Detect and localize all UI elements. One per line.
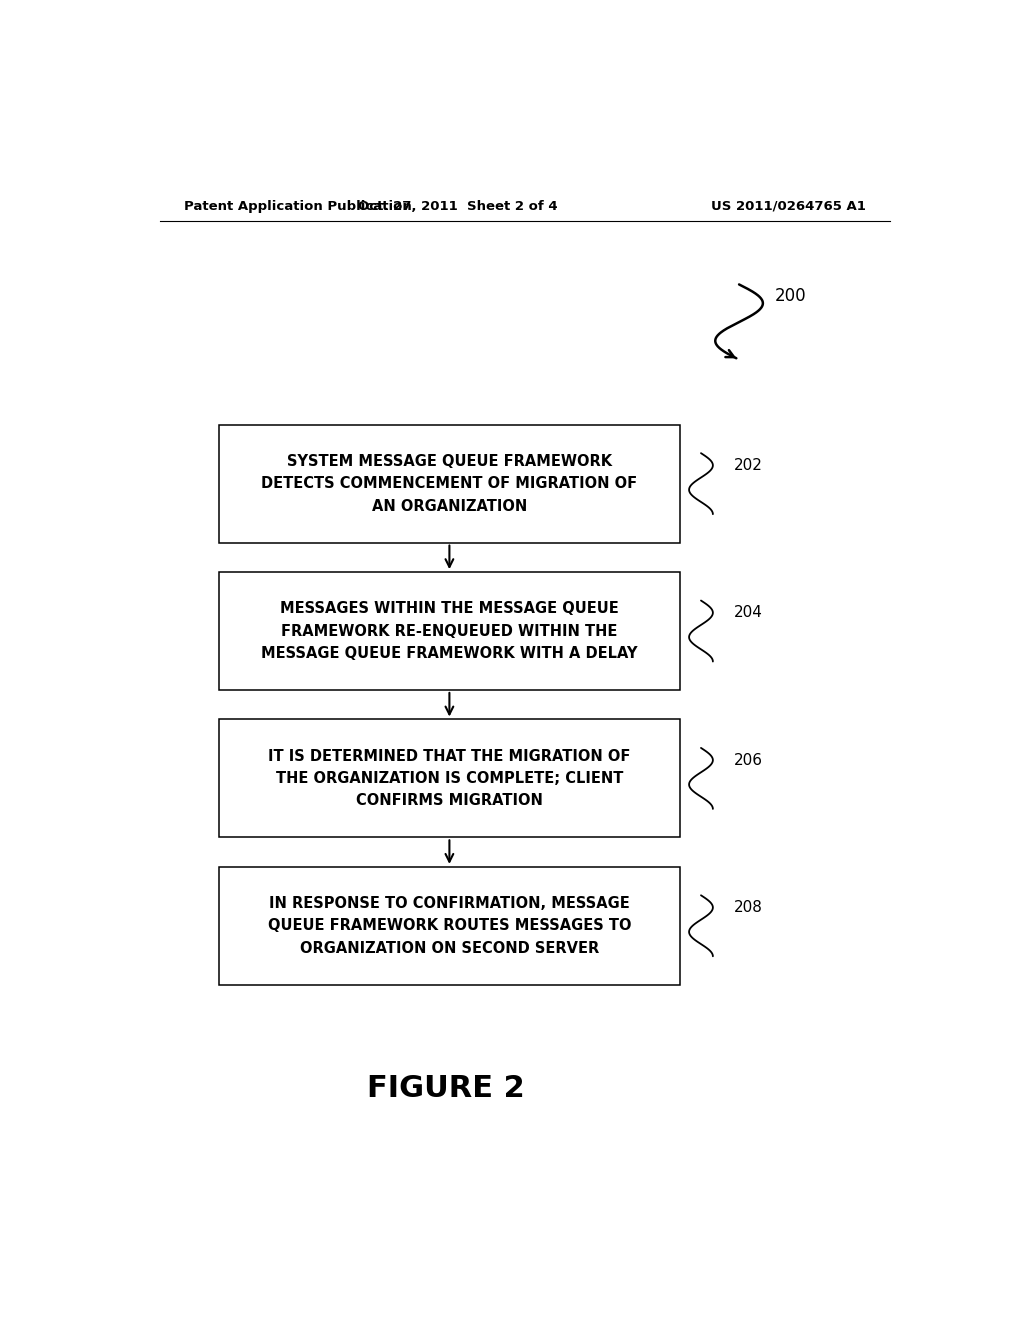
- Text: MESSAGES WITHIN THE MESSAGE QUEUE: MESSAGES WITHIN THE MESSAGE QUEUE: [280, 601, 618, 616]
- Text: 208: 208: [733, 900, 763, 915]
- Text: ORGANIZATION ON SECOND SERVER: ORGANIZATION ON SECOND SERVER: [300, 941, 599, 956]
- Text: 200: 200: [775, 286, 807, 305]
- Text: THE ORGANIZATION IS COMPLETE; CLIENT: THE ORGANIZATION IS COMPLETE; CLIENT: [275, 771, 623, 785]
- Text: IT IS DETERMINED THAT THE MIGRATION OF: IT IS DETERMINED THAT THE MIGRATION OF: [268, 748, 631, 763]
- Text: CONFIRMS MIGRATION: CONFIRMS MIGRATION: [356, 793, 543, 808]
- Text: IN RESPONSE TO CONFIRMATION, MESSAGE: IN RESPONSE TO CONFIRMATION, MESSAGE: [269, 896, 630, 911]
- Text: FRAMEWORK RE-ENQUEUED WITHIN THE: FRAMEWORK RE-ENQUEUED WITHIN THE: [282, 623, 617, 639]
- Text: 202: 202: [733, 458, 763, 473]
- Text: US 2011/0264765 A1: US 2011/0264765 A1: [712, 199, 866, 213]
- Text: Patent Application Publication: Patent Application Publication: [183, 199, 412, 213]
- Text: 206: 206: [733, 752, 763, 768]
- Text: MESSAGE QUEUE FRAMEWORK WITH A DELAY: MESSAGE QUEUE FRAMEWORK WITH A DELAY: [261, 645, 638, 661]
- Bar: [219, 425, 680, 543]
- Text: DETECTS COMMENCEMENT OF MIGRATION OF: DETECTS COMMENCEMENT OF MIGRATION OF: [261, 477, 638, 491]
- Bar: [219, 572, 680, 690]
- Bar: [219, 719, 680, 837]
- Text: QUEUE FRAMEWORK ROUTES MESSAGES TO: QUEUE FRAMEWORK ROUTES MESSAGES TO: [267, 919, 631, 933]
- Text: FIGURE 2: FIGURE 2: [367, 1074, 524, 1104]
- Text: SYSTEM MESSAGE QUEUE FRAMEWORK: SYSTEM MESSAGE QUEUE FRAMEWORK: [287, 454, 612, 469]
- Text: Oct. 27, 2011  Sheet 2 of 4: Oct. 27, 2011 Sheet 2 of 4: [357, 199, 557, 213]
- Bar: [219, 867, 680, 985]
- Text: 204: 204: [733, 606, 763, 620]
- Text: AN ORGANIZATION: AN ORGANIZATION: [372, 499, 527, 513]
